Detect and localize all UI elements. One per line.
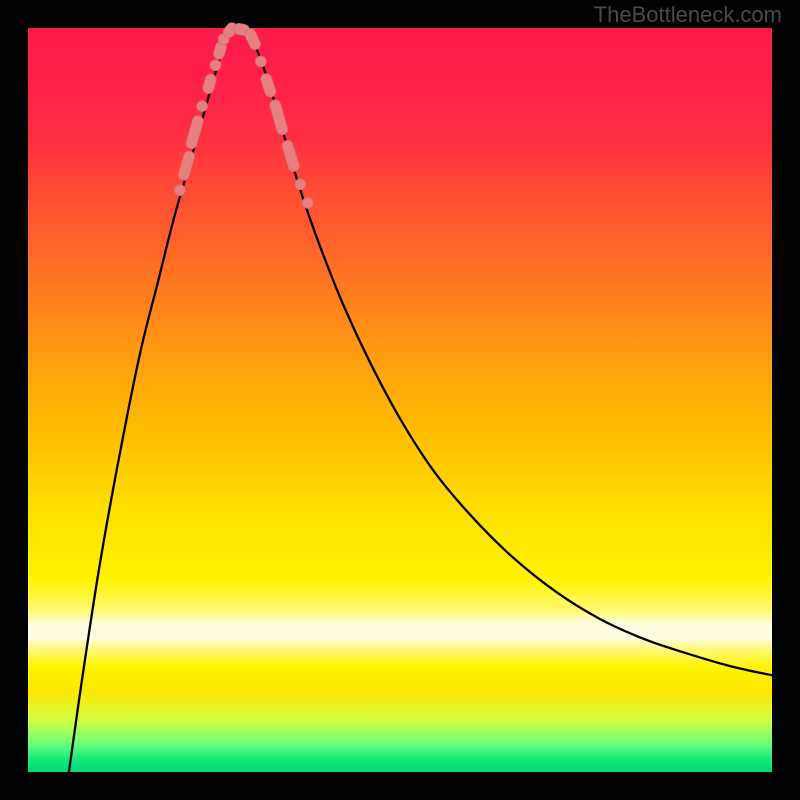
marker-dot [174,185,185,196]
marker-dot [302,197,313,208]
marker-dot [255,56,266,67]
watermark-text: TheBottleneck.com [594,2,782,28]
plot-area [28,28,772,772]
heat-gradient-background [28,28,772,772]
plot-svg [28,28,772,772]
chart-frame: TheBottleneck.com [0,0,800,800]
marker-dot [197,101,208,112]
marker-dot [295,179,306,190]
marker-dot [210,60,221,71]
